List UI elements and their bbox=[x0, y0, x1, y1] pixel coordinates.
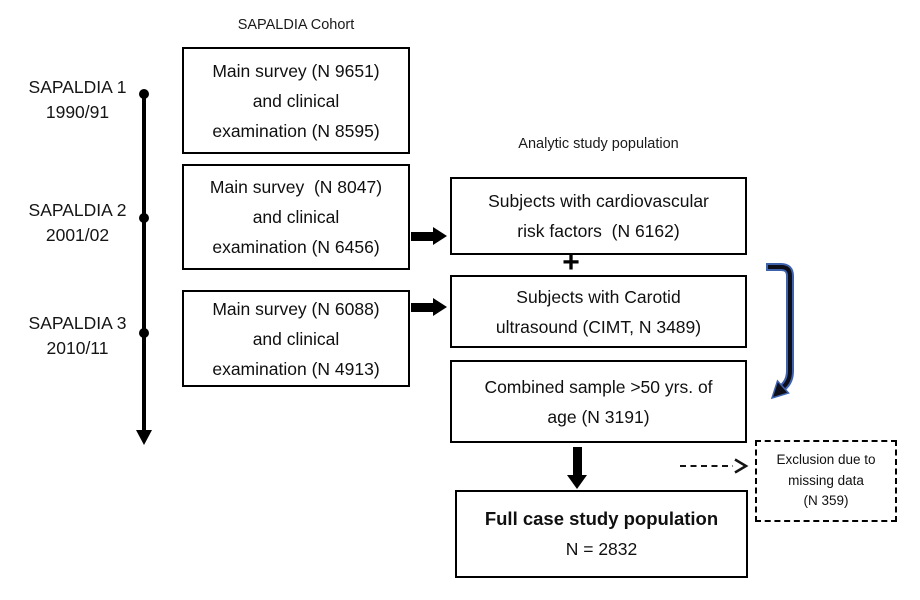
timeline-axis bbox=[142, 94, 146, 431]
box-line: Main survey (N 9651) bbox=[212, 60, 380, 81]
wave-years: 2010/11 bbox=[46, 338, 109, 358]
timeline-dot-sapaldia3 bbox=[139, 328, 149, 338]
final-box-title: Full case study population bbox=[484, 508, 719, 529]
cohort-column-label: SAPALDIA Cohort bbox=[237, 17, 355, 33]
full-case-population-box: Full case study population N = 2832 bbox=[455, 490, 748, 578]
analytic-column-label: Analytic study population bbox=[518, 136, 679, 152]
bracket-arrow-icon bbox=[766, 263, 794, 400]
dashed-arrow-icon bbox=[680, 458, 749, 474]
box-line: risk factors (N 6162) bbox=[517, 221, 680, 241]
carotid-ultrasound-box: Subjects with Carotid ultrasound (CIMT, … bbox=[450, 275, 747, 348]
wave-name: SAPALDIA 3 bbox=[28, 313, 127, 333]
box-line: examination (N 4913) bbox=[212, 358, 380, 379]
right-arrow-icon bbox=[411, 227, 447, 245]
box-line: Combined sample >50 yrs. of bbox=[484, 376, 713, 397]
box-line: Subjects with Carotid bbox=[516, 286, 681, 307]
survey-box-sapaldia2: Main survey (N 8047) and clinical examin… bbox=[182, 164, 410, 270]
box-line: age (N 3191) bbox=[547, 406, 650, 427]
box-line: and clinical bbox=[252, 90, 340, 111]
wave-years: 2001/02 bbox=[45, 225, 110, 245]
arrow-head bbox=[567, 475, 587, 489]
cardiovascular-risk-box: Subjects with cardiovascular risk factor… bbox=[450, 177, 747, 255]
arrow-head bbox=[433, 298, 447, 316]
box-line: ultrasound (CIMT, N 3489) bbox=[495, 316, 702, 337]
box-line: missing data bbox=[788, 472, 864, 488]
wave-years: 1990/91 bbox=[45, 102, 110, 122]
arrow-shaft bbox=[411, 231, 434, 241]
exclusion-box: Exclusion due to missing data (N 359) bbox=[755, 440, 897, 522]
box-line: examination (N 8595) bbox=[212, 120, 380, 141]
box-line: (N 359) bbox=[803, 493, 849, 509]
box-line: Main survey (N 8047) bbox=[209, 177, 383, 197]
survey-box-sapaldia3: Main survey (N 6088) and clinical examin… bbox=[182, 290, 410, 387]
plus-sign: + bbox=[562, 246, 580, 279]
final-box-n: N = 2832 bbox=[565, 539, 638, 559]
arrow-shaft bbox=[573, 447, 582, 476]
timeline-dot-sapaldia2 bbox=[139, 213, 149, 223]
box-line: and clinical bbox=[252, 207, 340, 227]
box-line: Subjects with cardiovascular bbox=[488, 191, 709, 211]
timeline-label-sapaldia2: SAPALDIA 2 2001/02 bbox=[10, 198, 145, 248]
survey-box-sapaldia1: Main survey (N 9651) and clinical examin… bbox=[182, 47, 410, 154]
arrow-head bbox=[433, 227, 447, 245]
box-line: and clinical bbox=[252, 328, 340, 349]
timeline-label-sapaldia3: SAPALDIA 3 2010/11 bbox=[10, 311, 145, 361]
arrow-shaft bbox=[411, 302, 434, 312]
timeline-dot-sapaldia1 bbox=[139, 89, 149, 99]
box-line: Main survey (N 6088) bbox=[212, 298, 380, 319]
down-arrow-icon bbox=[567, 447, 588, 489]
box-line: examination (N 6456) bbox=[212, 237, 380, 257]
timeline-arrowhead-icon bbox=[136, 430, 152, 445]
wave-name: SAPALDIA 1 bbox=[28, 77, 127, 97]
box-line: Exclusion due to bbox=[776, 452, 876, 468]
wave-name: SAPALDIA 2 bbox=[28, 200, 127, 220]
right-arrow-icon bbox=[411, 298, 447, 316]
combined-sample-box: Combined sample >50 yrs. of age (N 3191) bbox=[450, 360, 747, 443]
timeline-label-sapaldia1: SAPALDIA 1 1990/91 bbox=[10, 75, 145, 125]
